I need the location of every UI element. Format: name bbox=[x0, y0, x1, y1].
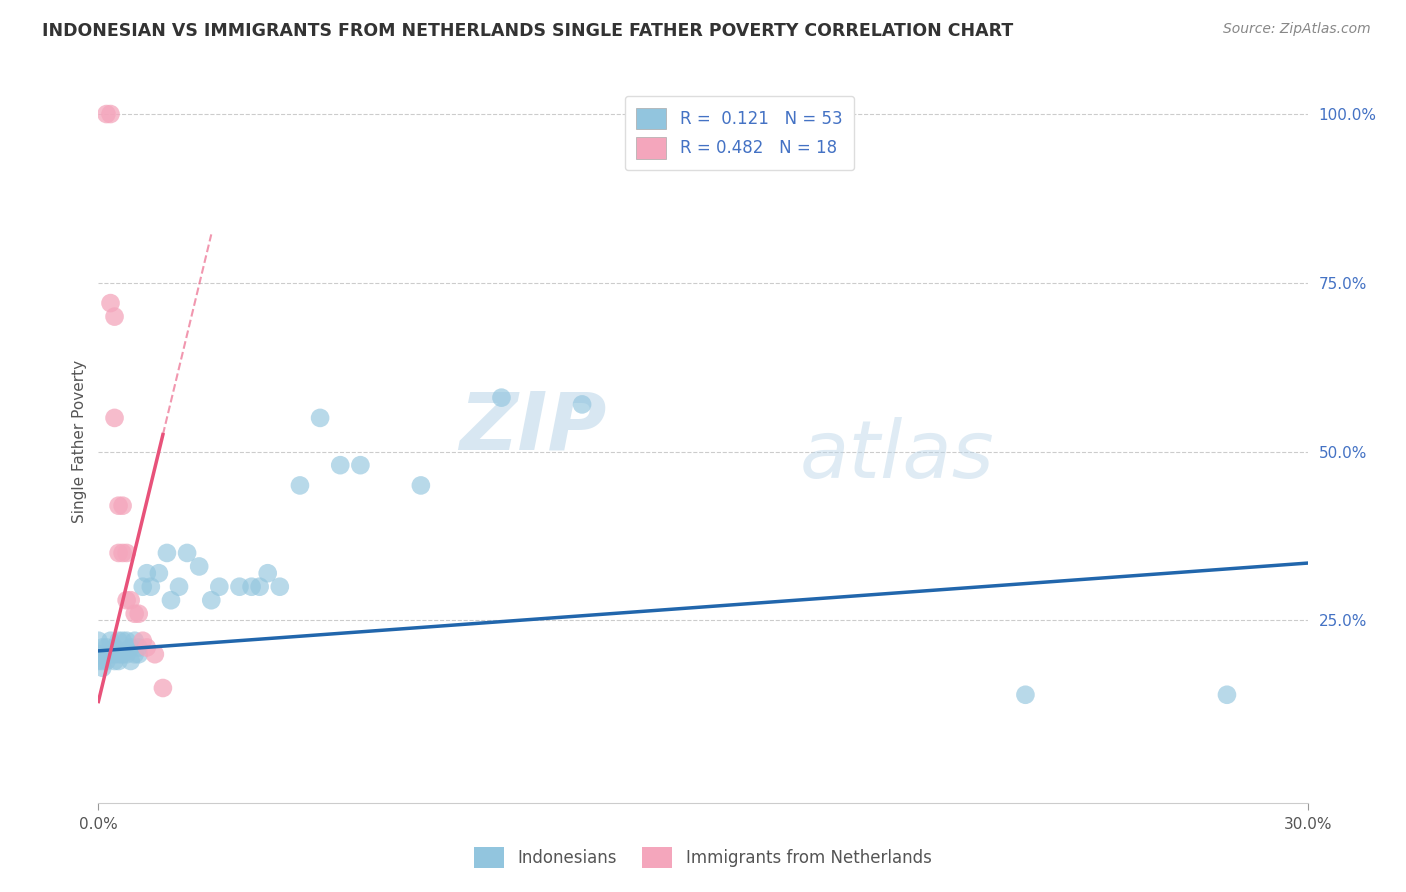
Point bbox=[111, 647, 134, 661]
Point bbox=[100, 296, 122, 310]
Point bbox=[156, 546, 179, 560]
Point bbox=[167, 580, 190, 594]
Point bbox=[132, 580, 155, 594]
Point bbox=[120, 640, 142, 655]
Point bbox=[115, 647, 138, 661]
Text: Source: ZipAtlas.com: Source: ZipAtlas.com bbox=[1223, 22, 1371, 37]
Point bbox=[288, 478, 311, 492]
Point bbox=[309, 411, 332, 425]
Point bbox=[128, 640, 150, 655]
Point bbox=[409, 478, 432, 492]
Text: atlas: atlas bbox=[800, 417, 994, 495]
Point bbox=[128, 607, 150, 621]
Point bbox=[135, 566, 157, 581]
Point bbox=[103, 310, 125, 324]
Point bbox=[1216, 688, 1239, 702]
Point bbox=[87, 654, 110, 668]
Point bbox=[96, 640, 118, 655]
Point bbox=[1014, 688, 1036, 702]
Point bbox=[87, 633, 110, 648]
Point bbox=[96, 654, 118, 668]
Point bbox=[111, 499, 134, 513]
Point bbox=[329, 458, 352, 472]
Point bbox=[120, 654, 142, 668]
Point bbox=[103, 640, 125, 655]
Point bbox=[107, 647, 129, 661]
Point bbox=[103, 411, 125, 425]
Point bbox=[91, 647, 114, 661]
Point bbox=[148, 566, 170, 581]
Point bbox=[91, 661, 114, 675]
Point bbox=[115, 546, 138, 560]
Point bbox=[120, 593, 142, 607]
Point bbox=[491, 391, 513, 405]
Point bbox=[188, 559, 211, 574]
Point bbox=[107, 546, 129, 560]
Point bbox=[176, 546, 198, 560]
Point bbox=[111, 633, 134, 648]
Point bbox=[124, 607, 146, 621]
Point bbox=[269, 580, 291, 594]
Point bbox=[228, 580, 250, 594]
Point bbox=[124, 633, 146, 648]
Point bbox=[96, 647, 118, 661]
Y-axis label: Single Father Poverty: Single Father Poverty bbox=[72, 360, 87, 523]
Legend: Indonesians, Immigrants from Netherlands: Indonesians, Immigrants from Netherlands bbox=[468, 840, 938, 875]
Point bbox=[200, 593, 222, 607]
Point bbox=[91, 640, 114, 655]
Point bbox=[139, 580, 162, 594]
Point bbox=[115, 593, 138, 607]
Point bbox=[100, 633, 122, 648]
Point bbox=[107, 499, 129, 513]
Text: INDONESIAN VS IMMIGRANTS FROM NETHERLANDS SINGLE FATHER POVERTY CORRELATION CHAR: INDONESIAN VS IMMIGRANTS FROM NETHERLAND… bbox=[42, 22, 1014, 40]
Point bbox=[208, 580, 231, 594]
Text: ZIP: ZIP bbox=[458, 388, 606, 467]
Point bbox=[135, 640, 157, 655]
Point bbox=[143, 647, 166, 661]
Point bbox=[132, 633, 155, 648]
Point bbox=[111, 546, 134, 560]
Point bbox=[349, 458, 371, 472]
Point bbox=[103, 654, 125, 668]
Point bbox=[91, 654, 114, 668]
Point bbox=[115, 633, 138, 648]
Point bbox=[107, 633, 129, 648]
Point bbox=[87, 647, 110, 661]
Point bbox=[160, 593, 183, 607]
Legend: R =  0.121   N = 53, R = 0.482   N = 18: R = 0.121 N = 53, R = 0.482 N = 18 bbox=[624, 95, 853, 170]
Point bbox=[100, 107, 122, 121]
Point bbox=[100, 647, 122, 661]
Point bbox=[96, 107, 118, 121]
Point bbox=[152, 681, 174, 695]
Point bbox=[107, 654, 129, 668]
Point bbox=[128, 647, 150, 661]
Point bbox=[571, 397, 593, 411]
Point bbox=[124, 647, 146, 661]
Point bbox=[103, 647, 125, 661]
Point bbox=[256, 566, 278, 581]
Point bbox=[240, 580, 263, 594]
Point bbox=[249, 580, 271, 594]
